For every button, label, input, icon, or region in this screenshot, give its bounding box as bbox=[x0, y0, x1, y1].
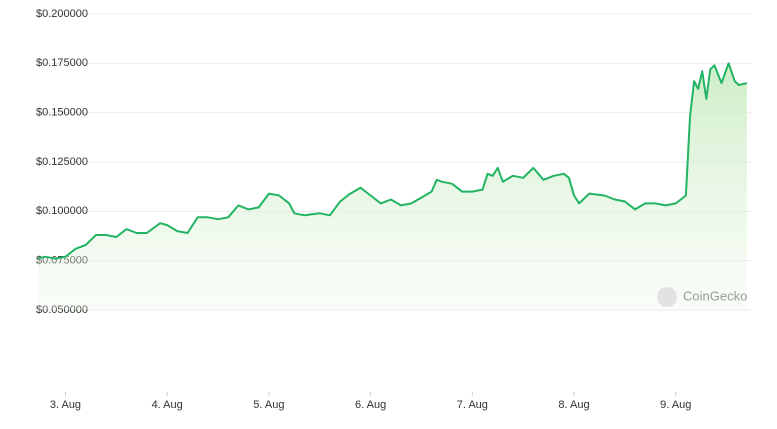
y-tick-label: $0.100000 bbox=[36, 205, 88, 217]
x-tick-label: 9. Aug bbox=[660, 399, 691, 411]
y-tick-label: $0.175000 bbox=[36, 57, 88, 69]
x-tick-label: 5. Aug bbox=[253, 399, 284, 411]
x-tick-label: 6. Aug bbox=[355, 399, 386, 411]
x-tick-label: 4. Aug bbox=[152, 399, 183, 411]
x-tick-label: 7. Aug bbox=[457, 399, 488, 411]
y-tick-label: $0.200000 bbox=[36, 8, 88, 20]
watermark-text: CoinGecko bbox=[683, 288, 747, 303]
y-tick-label: $0.125000 bbox=[36, 156, 88, 168]
y-tick-label: $0.150000 bbox=[36, 107, 88, 119]
x-tick-label: 8. Aug bbox=[558, 399, 589, 411]
watermark: CoinGecko bbox=[657, 287, 747, 307]
price-line bbox=[37, 62, 748, 260]
watermark-logo bbox=[657, 287, 677, 307]
x-tick-label: 3. Aug bbox=[50, 399, 81, 411]
price-area bbox=[38, 63, 747, 310]
